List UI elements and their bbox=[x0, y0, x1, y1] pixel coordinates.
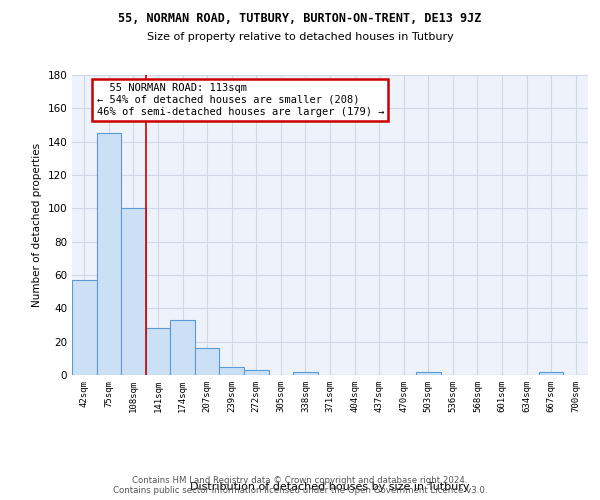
Bar bbox=[539, 372, 563, 375]
Bar bbox=[416, 372, 440, 375]
Bar bbox=[293, 372, 318, 375]
Text: 55, NORMAN ROAD, TUTBURY, BURTON-ON-TRENT, DE13 9JZ: 55, NORMAN ROAD, TUTBURY, BURTON-ON-TREN… bbox=[118, 12, 482, 26]
Bar bbox=[146, 328, 170, 375]
Bar bbox=[220, 366, 244, 375]
Text: Contains HM Land Registry data © Crown copyright and database right 2024.
Contai: Contains HM Land Registry data © Crown c… bbox=[113, 476, 487, 495]
Text: Size of property relative to detached houses in Tutbury: Size of property relative to detached ho… bbox=[146, 32, 454, 42]
Bar bbox=[97, 134, 121, 375]
Bar bbox=[195, 348, 220, 375]
Bar bbox=[72, 280, 97, 375]
Bar bbox=[244, 370, 269, 375]
Bar bbox=[121, 208, 146, 375]
Text: 55 NORMAN ROAD: 113sqm
← 54% of detached houses are smaller (208)
46% of semi-de: 55 NORMAN ROAD: 113sqm ← 54% of detached… bbox=[97, 84, 384, 116]
Bar bbox=[170, 320, 195, 375]
X-axis label: Distribution of detached houses by size in Tutbury: Distribution of detached houses by size … bbox=[190, 482, 470, 492]
Y-axis label: Number of detached properties: Number of detached properties bbox=[32, 143, 42, 307]
